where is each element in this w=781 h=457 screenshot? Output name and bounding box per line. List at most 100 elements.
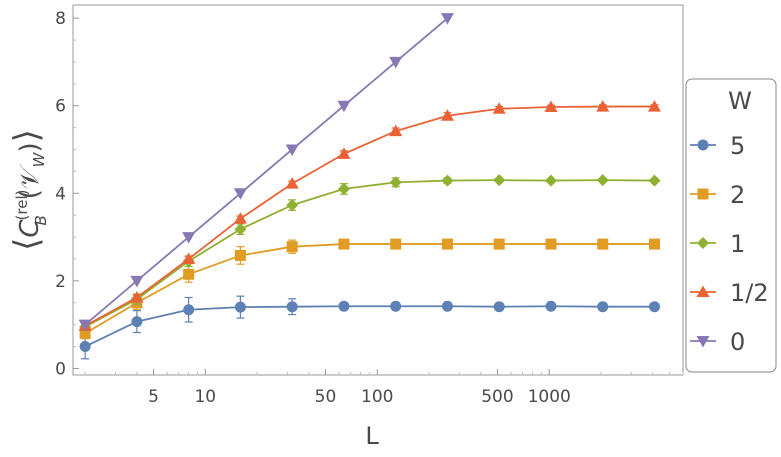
data-point (233, 212, 247, 224)
x-tick-label: 500 (481, 387, 513, 407)
x-tick-label: 5 (148, 387, 159, 407)
data-point (390, 238, 402, 250)
legend-swatch-marker (697, 188, 709, 200)
data-point (493, 301, 505, 313)
data-point (389, 124, 403, 137)
data-point (286, 301, 298, 313)
data-point (286, 241, 298, 253)
data-point (648, 174, 661, 187)
series-line (84, 17, 449, 326)
data-point (440, 13, 454, 25)
data-point (441, 300, 453, 312)
series-diamond (79, 174, 661, 333)
data-point (545, 238, 557, 250)
data-point (285, 177, 299, 189)
x-tick-label: 1000 (528, 387, 571, 407)
series-line (84, 305, 655, 348)
data-point (233, 188, 247, 200)
data-point (234, 301, 246, 313)
series-layer (78, 13, 661, 360)
data-point (182, 252, 196, 264)
y-tick-label: 8 (55, 9, 66, 29)
series-square (79, 238, 660, 340)
legend-swatch-marker (697, 139, 709, 151)
data-point (597, 301, 609, 313)
data-point (390, 300, 402, 312)
x-axis-title: L (365, 422, 379, 450)
data-point (337, 100, 351, 113)
data-point (441, 238, 453, 250)
legend-swatch-marker (696, 336, 710, 348)
data-point (648, 238, 660, 250)
data-point (79, 341, 91, 353)
series-line (84, 243, 655, 335)
x-tick-label: 10 (194, 387, 216, 407)
y-tick-label: 4 (55, 184, 66, 204)
series-circle (79, 295, 660, 360)
data-point (130, 275, 144, 288)
data-point (182, 232, 196, 244)
legend-label: 2 (730, 181, 745, 209)
y-axis-sup: (rel) (13, 190, 31, 221)
legend-label: 5 (730, 132, 745, 160)
legend-entry: 2 (690, 181, 745, 209)
legend-entries: 5 2 1 1/2 0 (690, 132, 769, 356)
legend-box (685, 78, 777, 373)
y-axis-paren-close: ) (15, 142, 45, 152)
legend-swatch-marker (697, 237, 709, 249)
y-axis-angle-open: ⟨ (7, 238, 47, 251)
legend-label: 1 (730, 230, 745, 258)
data-point (131, 316, 143, 328)
data-point (337, 182, 350, 195)
y-tick-label: 6 (55, 97, 66, 117)
ticks-layer: 0 2 4 6 8 5 10 50 100 500 1000 (55, 9, 684, 407)
legend-label: 0 (730, 328, 745, 356)
data-point (544, 174, 557, 187)
legend-title: W (728, 87, 752, 115)
y-tick-label: 0 (55, 359, 66, 379)
legend-swatch-marker (696, 285, 710, 297)
y-tick-label: 2 (55, 272, 66, 292)
data-point (545, 300, 557, 312)
x-tick-label: 50 (315, 387, 337, 407)
data-point (183, 304, 195, 316)
y-axis-sub: B (32, 215, 50, 225)
y-axis-v: 𝒱 (15, 164, 45, 189)
data-point (389, 56, 403, 69)
data-point (441, 174, 454, 187)
y-axis-angle-close: ⟩ (7, 129, 47, 142)
data-point (544, 100, 558, 113)
data-point (130, 290, 144, 303)
data-point (183, 268, 195, 280)
data-point (389, 176, 402, 189)
x-tick-label: 100 (361, 387, 393, 407)
data-point (338, 300, 350, 312)
data-point (493, 174, 506, 187)
data-point (285, 144, 299, 156)
data-point (597, 238, 609, 250)
legend-entry: 1/2 (690, 279, 769, 307)
y-axis-vsub: W (30, 151, 48, 167)
y-axis-c: C (15, 219, 45, 238)
data-point (647, 100, 661, 112)
series-line (84, 179, 655, 328)
svg-text:⟨C(rel)B(𝒱W)⟩: ⟨C(rel)B (𝒱W)⟩ (7, 129, 50, 251)
series-line (84, 105, 655, 327)
data-point (234, 223, 247, 236)
data-point (596, 100, 610, 112)
legend-entry: 5 (690, 132, 745, 160)
y-axis-title: ⟨C(rel)B (𝒱W)⟩ (7, 129, 50, 251)
data-point (596, 174, 609, 187)
legend-label: 1/2 (730, 279, 769, 307)
legend-entry: 0 (690, 328, 745, 356)
legend-entry: 1 (690, 230, 745, 258)
data-point (492, 102, 506, 114)
data-point (234, 249, 246, 261)
data-point (338, 238, 350, 250)
series-triangle-down (78, 13, 454, 332)
y-axis-paren-open: ( (15, 189, 45, 199)
data-point (78, 319, 92, 332)
data-point (286, 199, 299, 212)
